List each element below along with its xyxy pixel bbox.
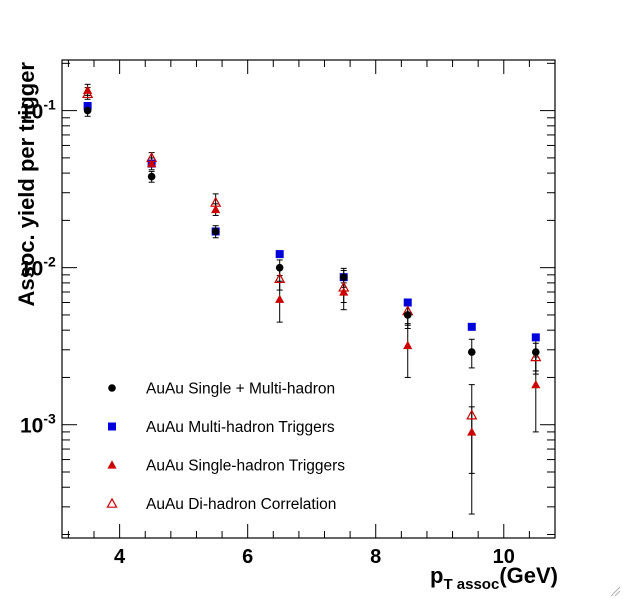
- x-tick-label: 4: [114, 546, 126, 568]
- data-point: [147, 172, 156, 181]
- legend-label: AuAu Multi-hadron Triggers: [146, 419, 335, 436]
- y-tick-label-exponent: -3: [43, 411, 56, 427]
- data-point: [147, 158, 157, 168]
- data-point: [275, 294, 285, 303]
- legend-label: AuAu Di-hadron Correlation: [146, 496, 336, 513]
- legend-marker: [108, 422, 116, 431]
- x-tick-label: 8: [370, 546, 381, 568]
- legend: AuAu Single + Multi-hadron AuAu Multi-had…: [106, 381, 345, 513]
- data-point: [210, 196, 222, 207]
- legend-marker: [108, 384, 116, 392]
- data-point: [531, 380, 541, 389]
- y-tick-label: 10-1: [20, 97, 56, 124]
- data-point: [467, 322, 476, 331]
- x-tick-label: 10: [493, 546, 515, 568]
- data-point: [275, 250, 284, 259]
- data-point: [530, 351, 542, 362]
- y-tick-label-base: 10: [20, 101, 43, 124]
- data-point: [531, 333, 540, 342]
- data-point: [83, 101, 92, 110]
- legend-label: AuAu Single-hadron Triggers: [146, 458, 345, 475]
- data-point: [211, 227, 220, 236]
- data-point: [146, 152, 158, 163]
- y-tick-label-exponent: -1: [43, 97, 56, 113]
- data-point: [531, 348, 540, 356]
- y-axis-label: Assoc. yield per trigger: [14, 62, 39, 307]
- y-tick-label-base: 10: [20, 258, 43, 281]
- data-point: [403, 340, 413, 350]
- y-tick-label: 10-3: [20, 411, 56, 438]
- y-tick-label: 10-2: [20, 254, 56, 281]
- error-bars: [84, 83, 539, 515]
- data-point: [83, 106, 92, 115]
- data-point: [211, 204, 221, 214]
- y-tick-label-base: 10: [20, 415, 43, 438]
- resize-grip-icon[interactable]: [609, 585, 621, 597]
- x-axis-label-main: p: [430, 563, 443, 588]
- axis-ticks: [62, 60, 556, 538]
- data-point: [339, 273, 348, 281]
- x-tick-label: 6: [242, 546, 253, 568]
- plot-frame: [61, 59, 556, 539]
- y-tick-label-exponent: -2: [43, 254, 56, 270]
- data-point: [403, 298, 412, 307]
- x-axis-label-sub: T assoc: [443, 576, 499, 593]
- data-point: [275, 263, 284, 272]
- data-point: [274, 272, 286, 284]
- data-point: [403, 311, 412, 319]
- data-point: [81, 87, 94, 99]
- data-point: [467, 348, 476, 356]
- legend-marker: [107, 460, 117, 469]
- data-point: [466, 409, 478, 420]
- data-point: [467, 427, 477, 436]
- x-axis-label-unit: (GeV): [499, 563, 558, 588]
- x-axis-label: pT assoc(GeV): [430, 563, 558, 593]
- legend-marker: [106, 497, 118, 508]
- data-markers: [81, 85, 542, 436]
- data-point: [338, 281, 350, 292]
- legend-label: AuAu Single + Multi-hadron: [146, 381, 335, 398]
